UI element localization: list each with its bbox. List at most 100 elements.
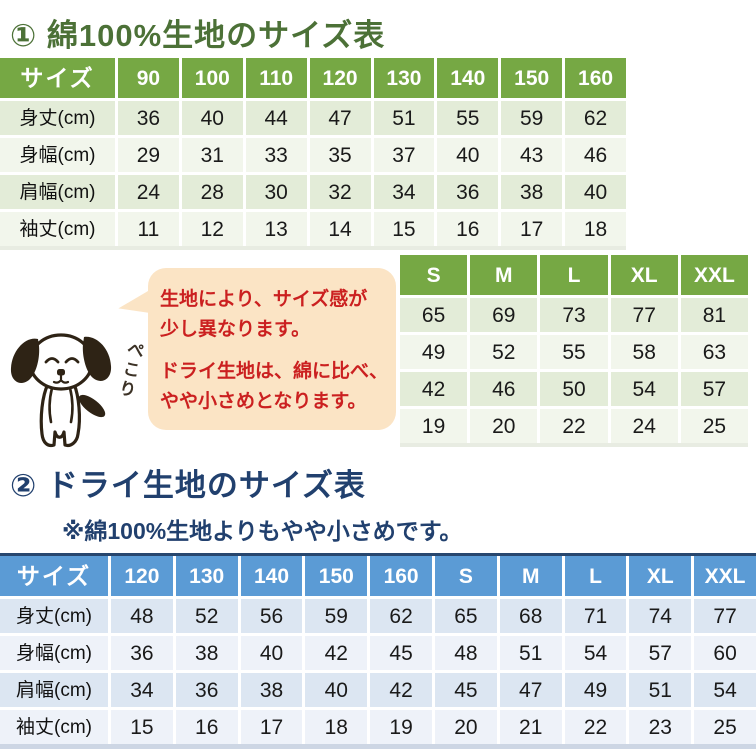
header-cell: L	[564, 556, 627, 596]
size-value-cell: 49	[564, 673, 627, 707]
dog-nose	[57, 369, 65, 376]
size-value-cell: 77	[610, 298, 678, 332]
size-value-cell: 20	[470, 409, 538, 443]
size-value-cell: 51	[629, 673, 692, 707]
size-value-cell: 81	[680, 298, 748, 332]
dog-closed-eye-left	[44, 357, 60, 364]
size-value-cell: 13	[245, 212, 307, 246]
size-value-cell: 18	[305, 710, 368, 744]
header-cell: XL	[610, 255, 678, 295]
size-value-cell: 16	[175, 710, 238, 744]
header-cell: 90	[118, 58, 179, 98]
header-cell: 150	[501, 58, 563, 98]
header-cell: 130	[373, 58, 435, 98]
size-value-cell: 56	[240, 599, 303, 633]
size-value-cell: 33	[245, 138, 307, 172]
size-value-cell: 65	[434, 599, 497, 633]
size-value-cell: 57	[629, 636, 692, 670]
size-value-cell: 35	[309, 138, 371, 172]
size-value-cell: 46	[470, 372, 538, 406]
header-cell: XL	[629, 556, 692, 596]
size-value-cell: 36	[118, 101, 179, 135]
dog-head	[10, 333, 112, 391]
bubble-note-line4: やや小さめとなります。	[160, 391, 367, 412]
size-value-cell: 28	[181, 175, 243, 209]
cotton-adult-size-table: S M L XL XXL 65 69 73 77 81 49 52 55 58 63 42 46 50 54 57 19…	[400, 255, 748, 443]
row-label: 肩幅(cm)	[0, 175, 115, 209]
dog-mouth	[52, 374, 70, 384]
size-value-cell: 52	[175, 599, 238, 633]
header-cell: サイズ	[0, 556, 108, 596]
cotton-adult-table-bottom-border	[400, 443, 748, 447]
size-value-cell: 36	[175, 673, 238, 707]
size-value-cell: 22	[564, 710, 627, 744]
size-value-cell: 12	[181, 212, 243, 246]
size-value-cell: 52	[470, 335, 538, 369]
size-value-cell: 15	[111, 710, 173, 744]
row-label: 袖丈(cm)	[0, 212, 115, 246]
dry-section-subtitle: ※綿100%生地よりもやや小さめです。	[62, 518, 463, 544]
size-value-cell: 58	[610, 335, 678, 369]
size-value-cell: 19	[400, 409, 468, 443]
size-value-cell: 68	[499, 599, 562, 633]
dry-table-top-border	[0, 553, 756, 556]
dry-size-table: サイズ 120 130 140 150 160 S M L XL XXL 身丈(cm) 48 52 56 59…	[0, 556, 756, 744]
size-value-cell: 40	[437, 138, 499, 172]
size-value-cell: 44	[245, 101, 307, 135]
size-value-cell: 63	[680, 335, 748, 369]
size-value-cell: 60	[694, 636, 756, 670]
size-value-cell: 55	[540, 335, 608, 369]
cotton-kids-size-table: サイズ 90 100 110 120 130 140 150 160 身丈(cm) 36 40 44 47…	[0, 58, 626, 246]
size-value-cell: 14	[309, 212, 371, 246]
size-value-cell: 24	[610, 409, 678, 443]
header-cell: XXL	[680, 255, 748, 295]
size-value-cell: 47	[309, 101, 371, 135]
row-label: 身幅(cm)	[0, 636, 108, 670]
dog-tail	[78, 394, 106, 418]
row-label: 肩幅(cm)	[0, 673, 108, 707]
size-value-cell: 16	[437, 212, 499, 246]
size-value-cell: 71	[564, 599, 627, 633]
size-value-cell: 48	[434, 636, 497, 670]
size-value-cell: 23	[629, 710, 692, 744]
size-value-cell: 40	[240, 636, 303, 670]
size-value-cell: 11	[118, 212, 179, 246]
size-value-cell: 36	[437, 175, 499, 209]
size-value-cell: 65	[400, 298, 468, 332]
size-value-cell: 37	[373, 138, 435, 172]
size-value-cell: 69	[470, 298, 538, 332]
size-value-cell: 40	[181, 101, 243, 135]
size-value-cell: 40	[305, 673, 368, 707]
size-value-cell: 45	[434, 673, 497, 707]
bubble-note-line1: 生地により、サイズ感が	[160, 289, 368, 310]
dog-illustration	[10, 333, 112, 448]
size-value-cell: 47	[499, 673, 562, 707]
size-value-cell: 42	[400, 372, 468, 406]
size-value-cell: 38	[175, 636, 238, 670]
header-cell: 150	[305, 556, 368, 596]
header-cell: 110	[245, 58, 307, 98]
size-value-cell: 42	[305, 636, 368, 670]
size-value-cell: 17	[501, 212, 563, 246]
size-value-cell: 62	[370, 599, 432, 633]
size-value-cell: 25	[694, 710, 756, 744]
row-label: 袖丈(cm)	[0, 710, 108, 744]
size-value-cell: 54	[694, 673, 756, 707]
size-value-cell: 30	[245, 175, 307, 209]
size-value-cell: 21	[499, 710, 562, 744]
size-value-cell: 38	[501, 175, 563, 209]
bubble-note-line3: ドライ生地は、綿に比べ、	[160, 361, 389, 382]
size-value-cell: 55	[437, 101, 499, 135]
header-cell: 130	[175, 556, 238, 596]
size-value-cell: 36	[111, 636, 173, 670]
size-value-cell: 51	[499, 636, 562, 670]
size-value-cell: 31	[181, 138, 243, 172]
header-cell: 140	[437, 58, 499, 98]
header-cell: XXL	[694, 556, 756, 596]
size-value-cell: 54	[564, 636, 627, 670]
cotton-kids-table-bottom-border	[0, 246, 626, 250]
size-value-cell: 74	[629, 599, 692, 633]
dry-table-bottom-border	[0, 744, 756, 749]
cotton-section-title: ① 綿100%生地のサイズ表	[10, 18, 386, 53]
header-cell: 160	[370, 556, 432, 596]
